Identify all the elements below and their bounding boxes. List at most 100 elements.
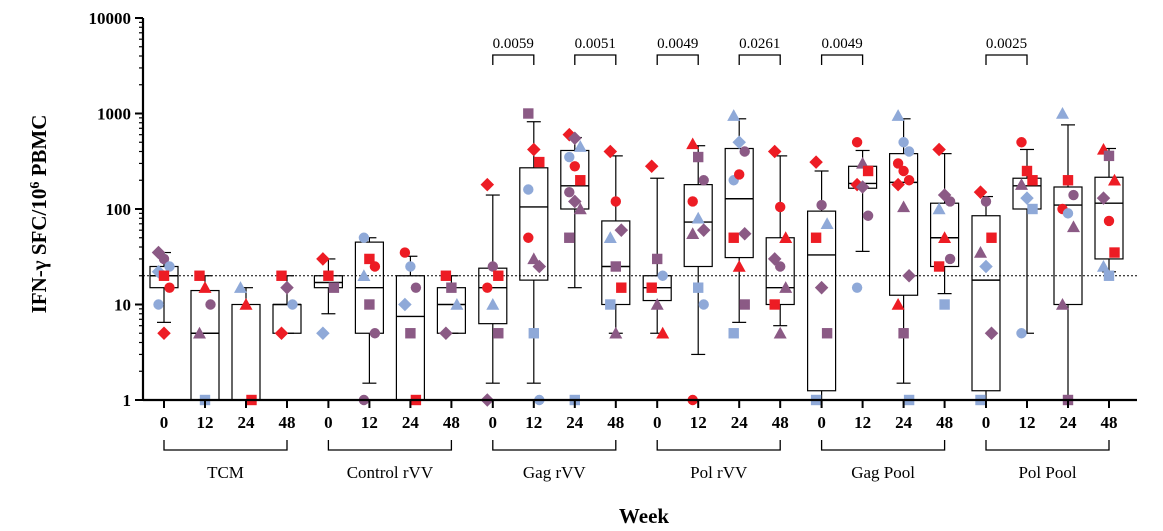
data-point-triangle (938, 231, 952, 243)
data-point-square (364, 299, 375, 310)
data-point-circle (739, 146, 750, 157)
data-point-circle (1068, 189, 1079, 201)
box-iqr (272, 303, 302, 334)
data-point-circle (405, 261, 416, 272)
data-point-circle (775, 261, 786, 272)
p-value-label: 0.0025 (986, 36, 1027, 52)
data-point-square (534, 156, 545, 168)
data-point-triangle (573, 140, 587, 152)
data-point-triangle (486, 298, 500, 310)
y-tick-label: 1000 (97, 105, 131, 124)
data-point-square (739, 299, 750, 310)
group-bracket (985, 440, 1110, 451)
data-point-square (728, 232, 739, 243)
data-point-diamond (532, 259, 547, 274)
data-point-square (821, 328, 833, 339)
data-point-square (440, 270, 452, 281)
data-point-circle (369, 261, 381, 272)
data-point-diamond (316, 326, 330, 341)
data-point-triangle (239, 298, 253, 310)
data-point-square (986, 232, 997, 243)
x-tick-label: 0 (653, 413, 662, 432)
data-point-triangle (779, 231, 793, 243)
data-point-square (446, 282, 457, 293)
data-point-triangle (650, 298, 664, 310)
x-tick-label: 24 (238, 413, 256, 432)
x-tick-label: 48 (443, 413, 460, 432)
data-point-triangle (609, 326, 623, 339)
data-point-diamond (439, 326, 453, 341)
y-tick-label: 10000 (89, 9, 132, 28)
data-point-circle (944, 253, 956, 265)
data-point-circle (898, 137, 909, 148)
group-bracket (492, 440, 617, 451)
data-point-diamond (280, 280, 294, 295)
data-point-circle (944, 196, 956, 207)
data-point-circle (775, 201, 786, 213)
data-point-square (693, 151, 704, 163)
data-point-square (276, 270, 287, 281)
box-iqr (601, 220, 631, 306)
data-point-diamond (814, 280, 829, 295)
data-point-square (1062, 175, 1074, 186)
data-point-triangle (932, 202, 946, 215)
data-point-square (564, 232, 575, 243)
data-point-circle (487, 261, 498, 272)
y-axis-title: IFN-γ SFC/106 PBMC (27, 115, 51, 314)
data-point-square (933, 261, 945, 272)
p-value-label: 0.0049 (657, 36, 698, 52)
data-point-square (493, 270, 504, 281)
group-label: Control rVV (347, 463, 434, 482)
data-point-square (323, 270, 334, 281)
data-point-circle (564, 151, 575, 163)
data-point-diamond (855, 180, 870, 194)
p-value-label: 0.0049 (821, 36, 862, 52)
data-point-square (158, 270, 170, 281)
data-point-diamond (732, 135, 746, 150)
data-point-circle (862, 210, 874, 221)
data-point-square (1021, 165, 1033, 177)
data-point-diamond (614, 223, 629, 237)
group-label: Pol rVV (690, 463, 748, 482)
data-point-square (605, 299, 616, 310)
box-iqr (888, 153, 919, 296)
data-point-diamond (932, 142, 946, 157)
data-point-diamond (480, 177, 495, 192)
data-point-triangle (193, 326, 206, 339)
data-point-triangle (779, 281, 793, 293)
data-point-triangle (856, 156, 870, 169)
significance-bracket (492, 54, 535, 65)
data-point-triangle (1067, 220, 1080, 233)
x-tick-label: 24 (402, 413, 420, 432)
data-point-triangle (527, 252, 541, 265)
significance-bracket (985, 54, 1028, 65)
data-point-triangle (691, 211, 705, 224)
significance-bracket (738, 54, 781, 65)
data-point-square (646, 282, 657, 293)
x-axis-title: Week (619, 504, 669, 528)
data-point-square (523, 108, 534, 119)
data-point-square (1103, 150, 1115, 162)
y-tick-label: 1 (123, 391, 132, 410)
x-tick-label: 48 (772, 413, 789, 432)
data-point-circle (734, 169, 745, 180)
data-point-triangle (820, 217, 834, 229)
data-point-square (939, 299, 950, 310)
data-point-square (810, 232, 822, 243)
data-point-square (693, 282, 704, 293)
data-point-diamond (398, 297, 412, 312)
box-iqr (519, 167, 549, 281)
data-point-circle (287, 299, 298, 310)
data-point-circle (892, 158, 904, 169)
data-point-circle (164, 261, 175, 272)
x-tick-label: 0 (982, 413, 991, 432)
data-point-circle (657, 270, 668, 281)
data-point-triangle (450, 298, 464, 310)
x-tick-label: 12 (854, 413, 871, 432)
data-point-circle (410, 282, 422, 293)
x-tick-label: 0 (160, 413, 169, 432)
data-point-circle (1016, 328, 1027, 339)
data-point-triangle (891, 109, 905, 121)
data-point-triangle (198, 281, 212, 293)
data-point-circle (980, 196, 992, 207)
